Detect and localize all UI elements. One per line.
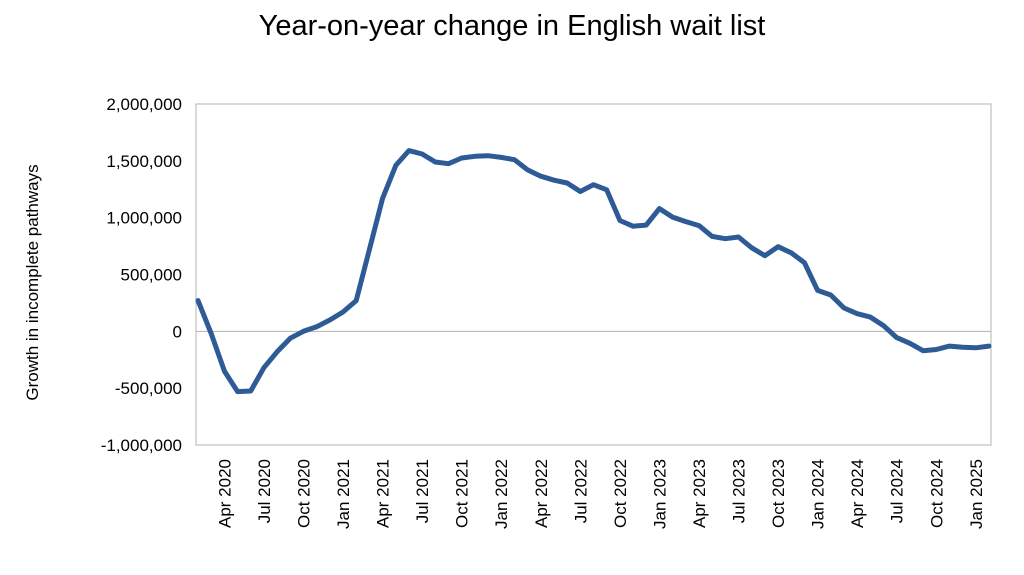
data-point <box>591 182 596 187</box>
y-tick-label: 1,000,000 <box>106 209 182 228</box>
x-tick-label: Oct 2024 <box>927 459 946 528</box>
data-point <box>947 344 952 349</box>
y-tick-label: 1,500,000 <box>106 152 182 171</box>
series-line <box>195 148 992 395</box>
data-point <box>934 347 939 352</box>
data-point <box>314 324 319 329</box>
x-tick-label: Oct 2020 <box>294 459 313 528</box>
x-tick-label: Jan 2022 <box>492 459 511 529</box>
data-point <box>393 163 398 168</box>
data-point <box>499 155 504 160</box>
data-point <box>288 336 293 341</box>
data-point <box>235 389 240 394</box>
x-tick-label: Apr 2021 <box>374 459 393 528</box>
data-point <box>406 148 411 153</box>
x-tick-label: Jan 2024 <box>809 459 828 529</box>
data-point <box>367 247 372 252</box>
data-point <box>749 245 754 250</box>
data-point <box>446 161 451 166</box>
data-point <box>776 244 781 249</box>
data-point <box>380 196 385 201</box>
data-point <box>565 180 570 185</box>
data-point <box>525 167 530 172</box>
data-point <box>710 234 715 239</box>
data-point <box>551 178 556 183</box>
data-point <box>973 345 978 350</box>
data-point <box>855 311 860 316</box>
data-point <box>433 159 438 164</box>
data-point <box>644 223 649 228</box>
data-point <box>512 157 517 162</box>
x-tick-label: Jul 2024 <box>888 459 907 523</box>
x-axis-ticks: Apr 2020 Jul 2020 Oct 2020 Jan 2021 Apr 2021… <box>215 459 985 529</box>
x-tick-label: Oct 2023 <box>769 459 788 528</box>
data-point <box>960 345 965 350</box>
data-point <box>196 298 201 303</box>
x-tick-label: Apr 2024 <box>848 459 867 528</box>
data-point <box>868 315 873 320</box>
data-point <box>538 174 543 179</box>
data-point <box>472 154 477 159</box>
x-tick-label: Oct 2022 <box>611 459 630 528</box>
data-point <box>802 260 807 265</box>
data-point <box>617 218 622 223</box>
data-point <box>828 292 833 297</box>
data-point <box>987 344 992 349</box>
y-tick-label: 500,000 <box>121 266 182 285</box>
x-tick-label: Oct 2021 <box>453 459 472 528</box>
chart-title: Year-on-year change in English wait list <box>258 10 766 42</box>
x-tick-label: Apr 2020 <box>215 459 234 528</box>
data-point <box>327 317 332 322</box>
data-point <box>459 155 464 160</box>
y-axis-ticks: 2,000,000 1,500,000 1,000,000 500,000 0 -500,… <box>101 95 182 455</box>
x-tick-label: Jul 2021 <box>413 459 432 523</box>
data-point <box>736 234 741 239</box>
data-point <box>486 153 491 158</box>
data-point <box>657 206 662 211</box>
data-point <box>261 365 266 370</box>
data-point <box>894 335 899 340</box>
data-point <box>604 187 609 192</box>
data-point <box>907 341 912 346</box>
data-point <box>683 219 688 224</box>
data-point <box>420 152 425 157</box>
y-tick-label: -1,000,000 <box>101 436 182 455</box>
y-tick-label: 2,000,000 <box>106 95 182 114</box>
data-point <box>762 253 767 258</box>
x-tick-label: Apr 2022 <box>532 459 551 528</box>
data-point <box>670 215 675 220</box>
y-tick-label: -500,000 <box>115 379 182 398</box>
data-point <box>815 288 820 293</box>
data-point <box>631 224 636 229</box>
data-point <box>301 329 306 334</box>
x-tick-label: Jan 2025 <box>967 459 986 529</box>
y-axis-label: Growth in incomplete pathways <box>23 164 42 400</box>
data-point <box>789 250 794 255</box>
x-tick-label: Apr 2023 <box>690 459 709 528</box>
data-point <box>222 369 227 374</box>
data-point <box>723 236 728 241</box>
y-tick-label: 0 <box>173 322 182 341</box>
series-points <box>196 148 992 394</box>
data-point <box>354 298 359 303</box>
x-tick-label: Jan 2021 <box>334 459 353 529</box>
data-point <box>341 310 346 315</box>
data-point <box>578 189 583 194</box>
x-tick-label: Jan 2023 <box>650 459 669 529</box>
data-point <box>841 306 846 311</box>
data-point <box>696 223 701 228</box>
data-point <box>248 389 253 394</box>
x-tick-label: Jul 2022 <box>571 459 590 523</box>
x-tick-label: Jul 2020 <box>255 459 274 523</box>
data-point <box>921 348 926 353</box>
plot-area-frame <box>195 103 992 446</box>
data-point <box>275 349 280 354</box>
x-tick-label: Jul 2023 <box>730 459 749 523</box>
data-point <box>209 331 214 336</box>
data-point <box>881 323 886 328</box>
